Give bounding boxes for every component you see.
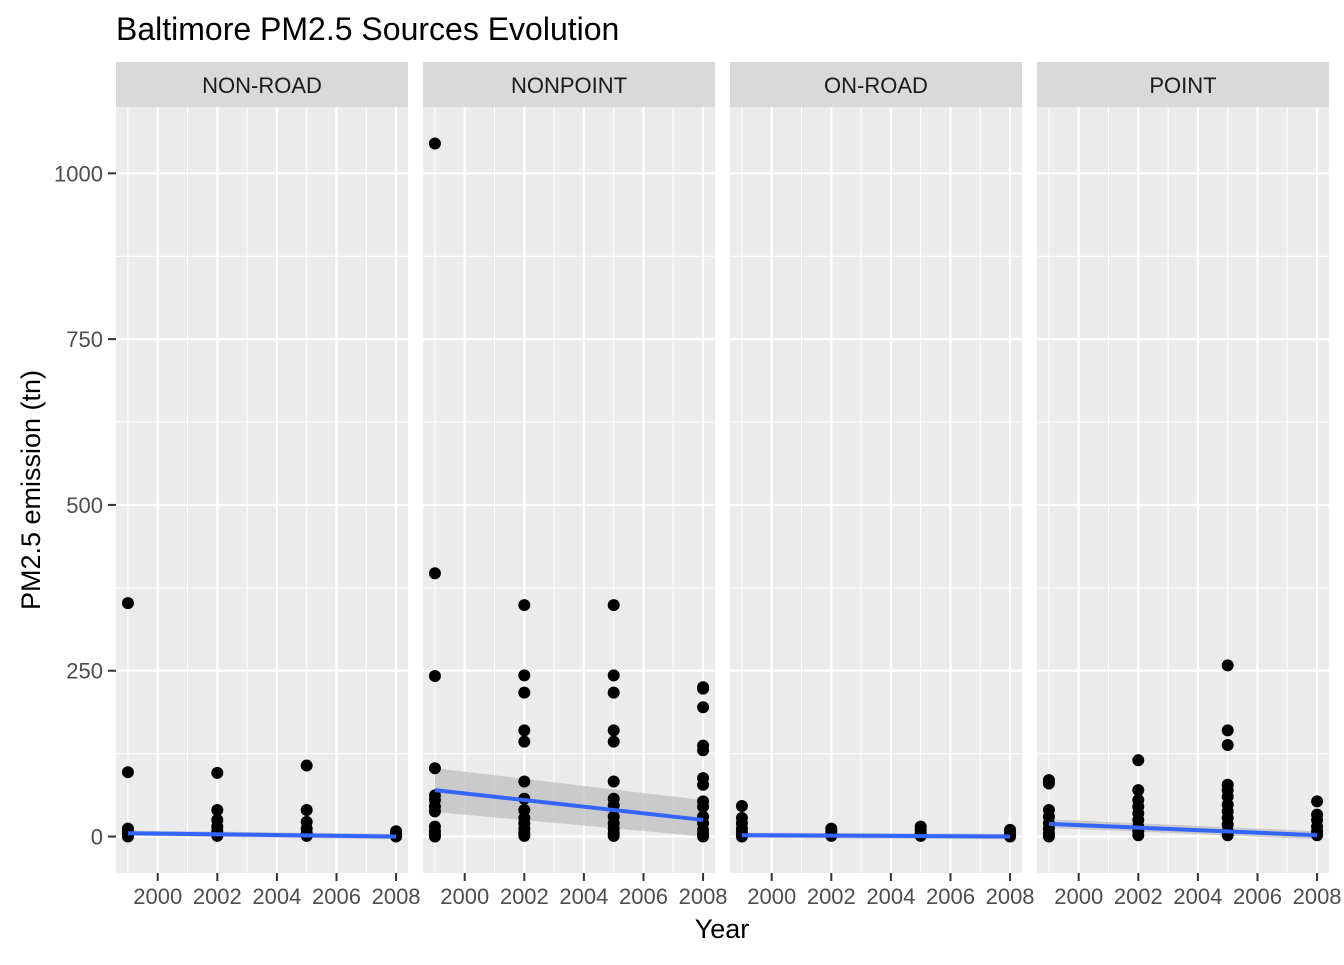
data-point — [121, 766, 134, 779]
trend-line — [741, 833, 1011, 839]
data-point — [518, 669, 531, 682]
chart-title: Baltimore PM2.5 Sources Evolution — [116, 11, 619, 47]
x-tick-label: 2000 — [440, 884, 489, 909]
facet-strip-label: NON-ROAD — [202, 73, 322, 98]
y-axis-title: PM2.5 emission (tn) — [16, 370, 46, 610]
x-tick-label: 2008 — [986, 884, 1035, 909]
data-point — [1221, 659, 1234, 672]
panel-background — [730, 107, 1022, 873]
data-point — [607, 829, 620, 842]
data-point — [300, 803, 313, 816]
data-point — [607, 686, 620, 699]
data-point — [428, 670, 441, 683]
data-point — [607, 599, 620, 612]
facet-strip — [116, 62, 408, 107]
x-tick-label: 2002 — [807, 884, 856, 909]
data-point — [300, 759, 313, 772]
x-tick-label: 2002 — [193, 884, 242, 909]
x-axis-title: Year — [695, 914, 750, 944]
y-tick-label: 500 — [66, 493, 103, 518]
trend-line — [1048, 821, 1318, 838]
facet-nonpoint: NONPOINT 2000 2002 2004 2006 2008 — [423, 62, 728, 909]
data-point — [1042, 777, 1055, 790]
data-point — [607, 775, 620, 788]
x-tick-label: 2000 — [133, 884, 182, 909]
data-point — [697, 701, 710, 714]
data-point — [697, 744, 710, 757]
data-point — [607, 735, 620, 748]
data-point — [697, 830, 710, 843]
data-point — [697, 682, 710, 695]
x-tick-label: 2006 — [926, 884, 975, 909]
x-tick-label: 2006 — [619, 884, 668, 909]
trend-line — [434, 788, 704, 822]
x-tick-label: 2000 — [747, 884, 796, 909]
confidence-band — [434, 768, 704, 837]
data-point — [735, 800, 748, 813]
x-tick-label: 2006 — [1233, 884, 1282, 909]
facet-strip — [423, 62, 715, 107]
facet-on-road: ON-ROAD 2000 2002 2004 2006 2008 — [730, 62, 1035, 909]
data-point — [518, 775, 531, 788]
data-point — [428, 567, 441, 580]
x-tick-label: 2004 — [252, 884, 301, 909]
data-point — [428, 805, 441, 818]
data-point — [1042, 830, 1055, 843]
x-tick-label: 2000 — [1054, 884, 1103, 909]
data-point — [1311, 795, 1324, 808]
x-tick-label: 2008 — [1293, 884, 1342, 909]
data-point — [518, 724, 531, 737]
data-point — [428, 830, 441, 843]
x-tick-label: 2004 — [1173, 884, 1222, 909]
y-tick-label: 250 — [66, 659, 103, 684]
facet-strip-label: NONPOINT — [511, 73, 627, 98]
data-point — [518, 686, 531, 699]
data-point — [428, 762, 441, 775]
data-point — [1221, 739, 1234, 752]
data-point — [607, 669, 620, 682]
x-tick-label: 2008 — [679, 884, 728, 909]
panel-background — [116, 107, 408, 873]
data-point — [1132, 784, 1145, 797]
data-point — [518, 735, 531, 748]
facet-panels: NON-ROAD 2000 2002 2004 2006 2008 NONPOINT 2000… — [116, 62, 1342, 909]
panel-background — [1037, 107, 1329, 873]
trend-line — [127, 831, 397, 839]
data-point — [518, 599, 531, 612]
data-point — [121, 597, 134, 610]
y-tick-label: 750 — [66, 327, 103, 352]
data-point — [697, 778, 710, 791]
y-axis: 0 250 500 750 1000 — [54, 161, 116, 850]
data-point — [1221, 724, 1234, 737]
x-tick-label: 2002 — [1114, 884, 1163, 909]
facet-strip-label: POINT — [1149, 73, 1216, 98]
facet-non-road: NON-ROAD 2000 2002 2004 2006 2008 — [116, 62, 421, 909]
facet-strip-label: ON-ROAD — [824, 73, 928, 98]
facet-strip — [1037, 62, 1329, 107]
x-tick-label: 2008 — [372, 884, 421, 909]
facet-strip — [730, 62, 1022, 107]
y-tick-label: 1000 — [54, 161, 103, 186]
data-point — [607, 724, 620, 737]
data-point — [518, 829, 531, 842]
x-tick-label: 2004 — [559, 884, 608, 909]
data-point — [428, 137, 441, 150]
data-point — [211, 803, 224, 816]
panel-background — [423, 107, 715, 873]
x-tick-label: 2006 — [312, 884, 361, 909]
data-point — [697, 800, 710, 813]
y-tick-label: 0 — [91, 825, 103, 850]
data-point — [211, 766, 224, 779]
facet-point: POINT 2000 2002 2004 2006 2008 — [1037, 62, 1342, 909]
x-tick-label: 2004 — [866, 884, 915, 909]
data-point — [1132, 754, 1145, 767]
x-tick-label: 2002 — [500, 884, 549, 909]
data-point — [1132, 829, 1145, 842]
